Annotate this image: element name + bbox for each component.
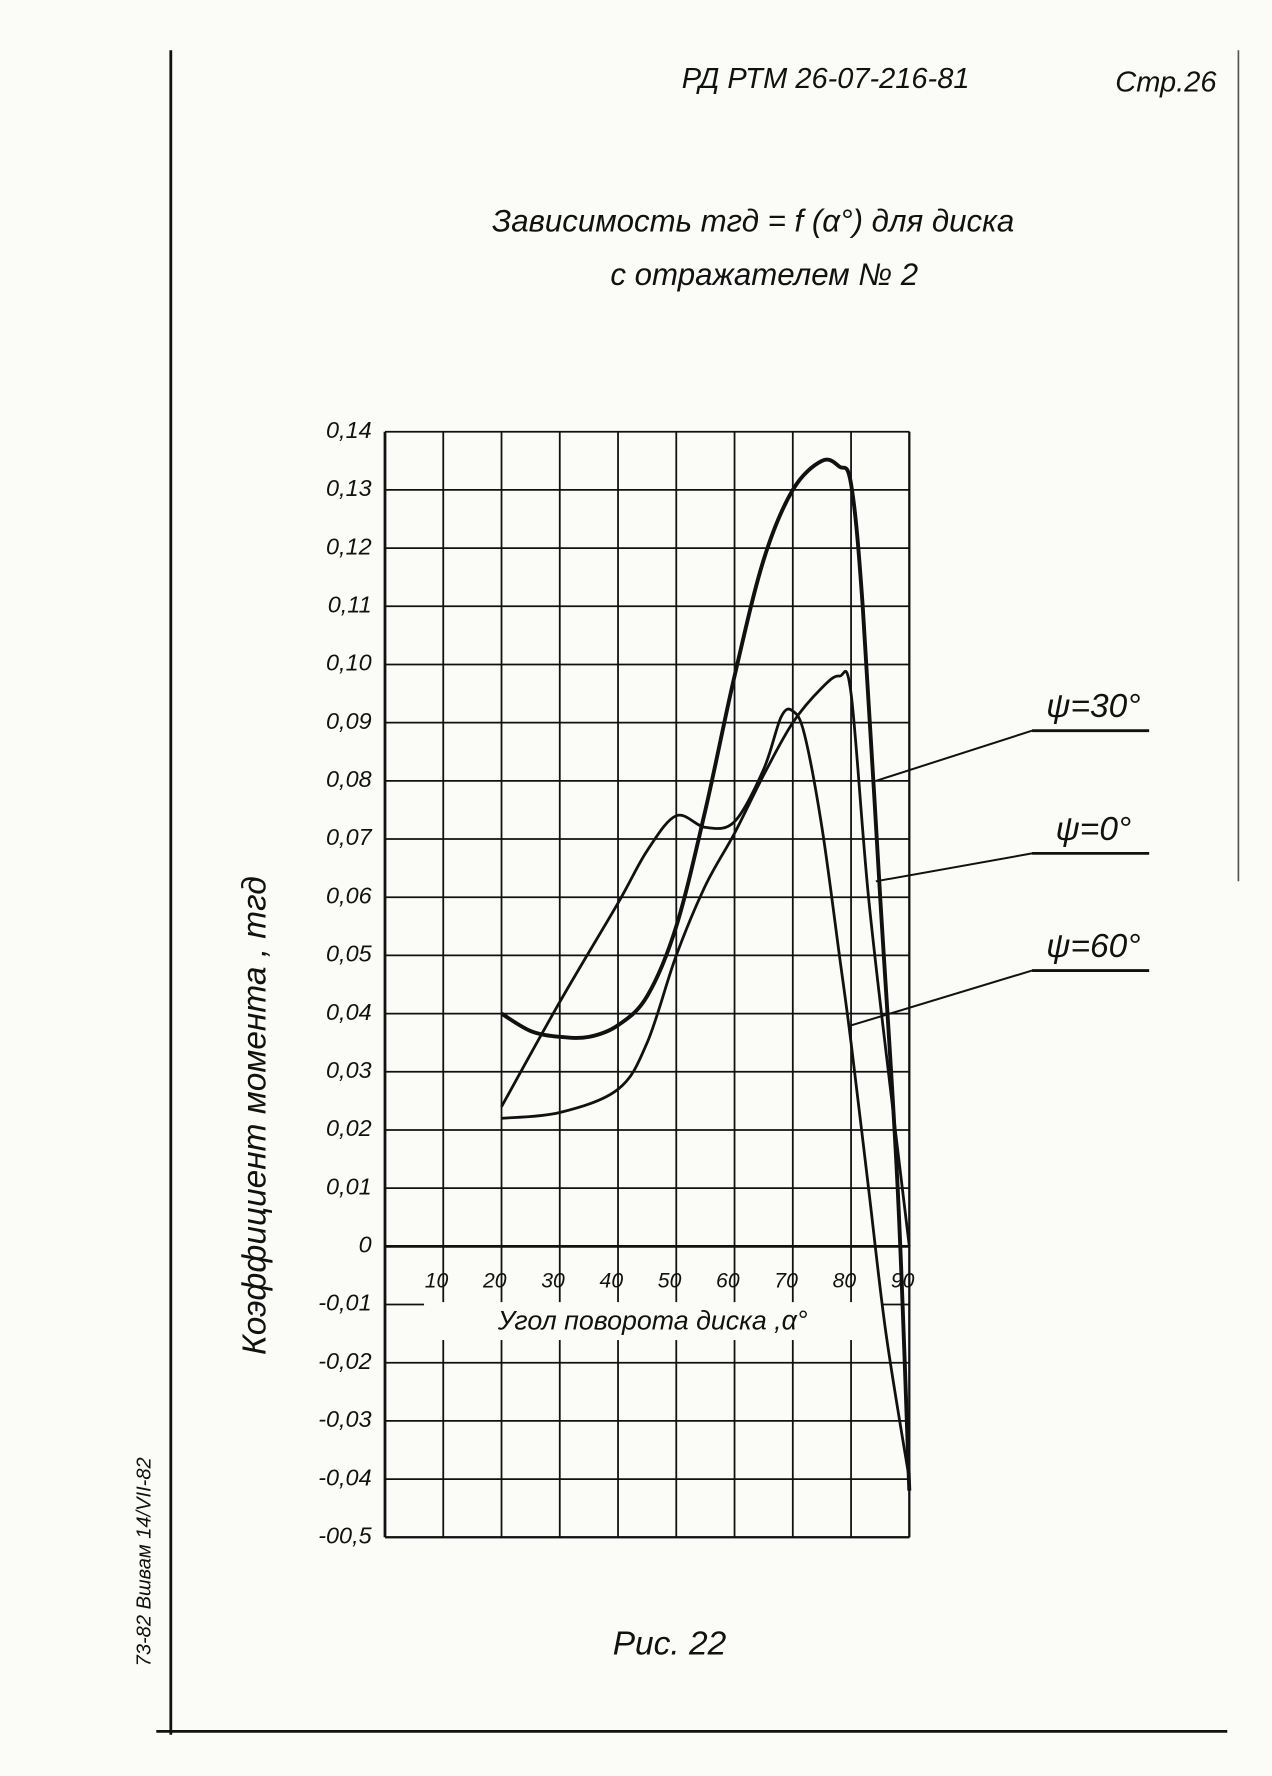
y-tick-label: 0,12 xyxy=(326,533,372,559)
curve xyxy=(500,457,912,1491)
y-tick-label: -0,02 xyxy=(318,1348,371,1374)
side-note: 73-82 Вшвам 14/VII-82 xyxy=(133,1457,155,1666)
chart-subtitle: с отражателем № 2 xyxy=(610,257,918,292)
y-tick-label: 0,05 xyxy=(326,941,373,967)
y-tick-label: -0,04 xyxy=(318,1464,371,1490)
leader-line xyxy=(847,969,1033,1028)
curve xyxy=(501,669,911,1247)
y-tick-label: 0,10 xyxy=(326,650,372,676)
x-label-backdrop xyxy=(424,1302,882,1341)
y-axis-label: Коэффициент момента , mгд xyxy=(237,876,274,1355)
x-tick-label: 10 xyxy=(425,1270,449,1293)
y-tick-label: 0,13 xyxy=(326,475,372,501)
y-tick-label: -0,01 xyxy=(318,1290,371,1316)
y-tick-label: 0,04 xyxy=(326,999,372,1025)
x-tick-label: 30 xyxy=(541,1270,565,1293)
y-tick-label: 0,02 xyxy=(326,1115,372,1141)
legend-label: ψ=30° xyxy=(1046,688,1140,725)
x-tick-label: 80 xyxy=(833,1270,857,1293)
x-tick-label: 40 xyxy=(600,1270,624,1293)
y-tick-label: -00,5 xyxy=(318,1522,372,1548)
leader-line xyxy=(875,729,1033,782)
x-tick-label: 70 xyxy=(774,1270,798,1293)
y-tick-label: 0,01 xyxy=(326,1173,372,1199)
y-tick-label: 0,06 xyxy=(326,882,373,908)
y-tick-label: 0,03 xyxy=(326,1057,372,1083)
x-tick-label: 50 xyxy=(658,1270,682,1293)
page-number: Стр.26 xyxy=(1115,66,1217,98)
legend-label: ψ=60° xyxy=(1046,928,1140,965)
y-tick-label: -0,03 xyxy=(318,1406,371,1432)
doc-code: РД РТМ 26-07-216-81 xyxy=(682,63,970,95)
y-tick-label: 0 xyxy=(359,1232,372,1258)
y-tick-label: 0,11 xyxy=(328,591,372,617)
y-tick-label: 0,09 xyxy=(326,708,372,734)
legend-label: ψ=0° xyxy=(1055,811,1131,848)
y-tick-label: 0,08 xyxy=(326,766,372,792)
curve xyxy=(500,707,911,1480)
chart-title: Зависимость mгд = f (α°) для диска xyxy=(492,203,1014,238)
leader-line xyxy=(875,852,1033,883)
figure-caption: Рис. 22 xyxy=(613,1625,727,1662)
y-tick-label: 0,14 xyxy=(326,417,372,443)
x-axis-label: Угол поворота диска ,α° xyxy=(497,1305,808,1335)
x-tick-label: 20 xyxy=(482,1270,507,1293)
y-tick-label: 0,07 xyxy=(326,824,373,850)
x-tick-label: 60 xyxy=(716,1270,740,1293)
